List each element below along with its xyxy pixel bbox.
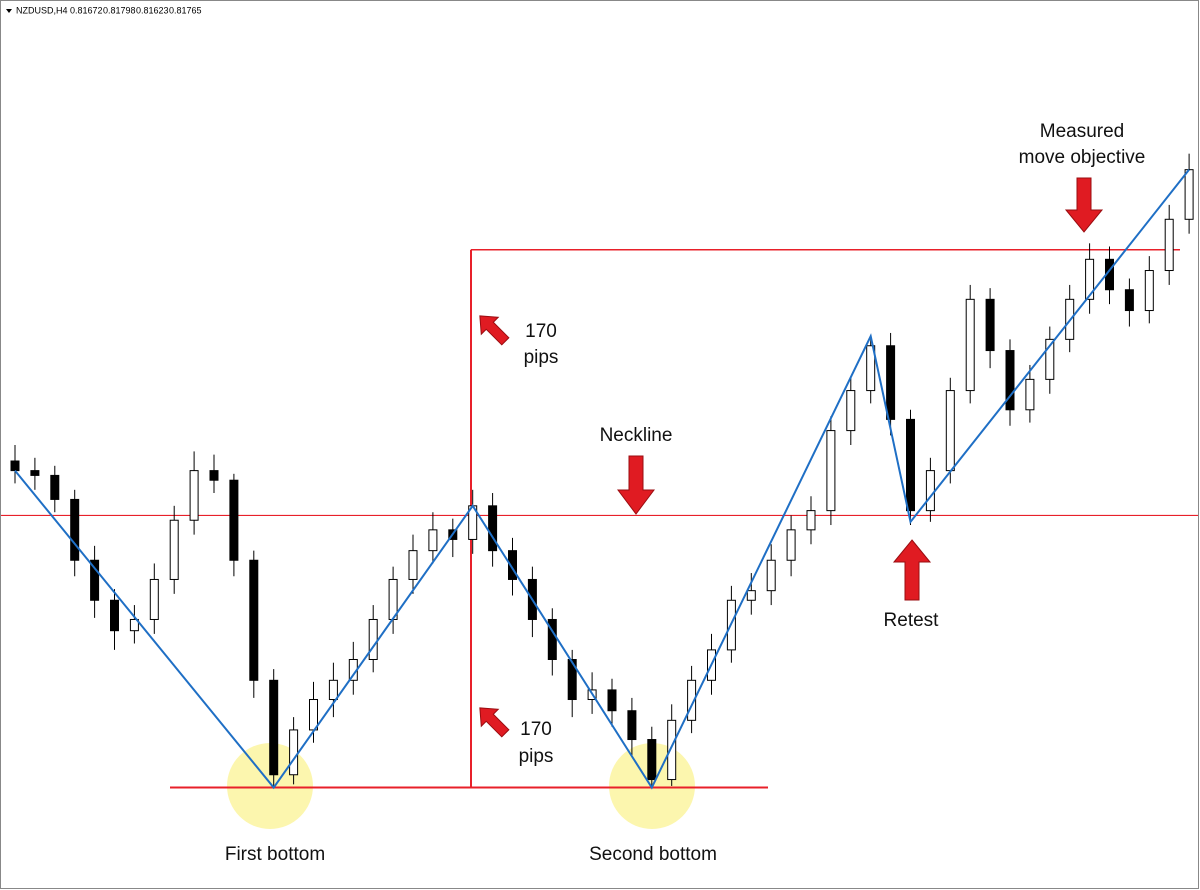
candle-body xyxy=(309,699,318,731)
candle-body xyxy=(488,505,498,552)
quote: 0.81672 xyxy=(70,5,103,15)
annotation: Neckline xyxy=(600,425,673,446)
candle-body xyxy=(965,298,975,392)
candle-body xyxy=(149,578,159,620)
candle-body xyxy=(806,510,816,531)
candle-body xyxy=(1085,258,1095,300)
annotation: move objective xyxy=(1019,147,1146,168)
candle-body xyxy=(428,529,438,552)
annotation: 170 xyxy=(525,321,557,342)
arrow xyxy=(892,539,932,601)
quote: 0.81623 xyxy=(136,5,169,15)
candle-body xyxy=(368,618,378,660)
candle-body xyxy=(866,345,876,392)
candle-body xyxy=(985,298,995,352)
candle-body xyxy=(826,430,836,512)
zigzag-line xyxy=(14,169,1190,790)
arrow xyxy=(479,315,510,346)
menu-triangle xyxy=(6,9,12,13)
candle-body xyxy=(766,559,776,592)
arrow xyxy=(1064,177,1104,233)
candle-body xyxy=(1164,218,1174,272)
candle-body xyxy=(846,390,856,432)
candle-body xyxy=(886,345,896,420)
candle-body xyxy=(129,618,139,632)
candle-body xyxy=(209,470,219,481)
candle-body xyxy=(1025,378,1035,411)
annotation: pips xyxy=(524,347,559,368)
candle-body xyxy=(110,599,119,632)
candle-body xyxy=(90,559,100,601)
candle-body xyxy=(269,679,279,776)
candle-body xyxy=(667,719,677,781)
candle-body xyxy=(1144,270,1154,312)
candle-body xyxy=(1045,338,1055,380)
quote: 0.81765 xyxy=(169,5,202,15)
annotation: Retest xyxy=(884,610,940,631)
candle-body xyxy=(925,470,935,512)
arrow xyxy=(617,455,655,515)
annotation: 170 xyxy=(520,719,552,740)
candle-body xyxy=(508,550,517,580)
candle-body xyxy=(1005,350,1015,411)
candle-body xyxy=(70,498,80,561)
quote: 0.81798 xyxy=(103,5,136,15)
zigzag xyxy=(14,169,1190,790)
candle-body xyxy=(786,529,796,561)
candle-body xyxy=(647,739,657,781)
candle-body xyxy=(169,519,179,580)
candle-body xyxy=(30,470,40,476)
candle-body xyxy=(289,729,299,776)
annotation: Measured xyxy=(1040,121,1125,142)
annotation: First bottom xyxy=(225,844,325,865)
symbol: NZDUSD,H4 xyxy=(16,5,68,15)
candle-body xyxy=(249,559,259,681)
arrows xyxy=(479,177,1104,738)
candle-body xyxy=(607,689,617,712)
candles xyxy=(10,153,1194,788)
candle-body xyxy=(189,470,199,521)
candle-body xyxy=(408,550,418,580)
candle-body xyxy=(1124,289,1134,312)
arrow xyxy=(479,707,510,738)
annotation: pips xyxy=(519,746,554,767)
candle-body xyxy=(10,460,20,472)
candle-body xyxy=(50,474,60,500)
candle-body xyxy=(627,710,637,741)
candle-body xyxy=(328,679,338,701)
candle-body xyxy=(547,618,557,660)
candle-body xyxy=(906,418,915,512)
candle-body xyxy=(945,390,955,472)
candle-body xyxy=(229,479,239,561)
candle-body xyxy=(567,658,577,701)
candle-body xyxy=(687,679,697,721)
candle-body xyxy=(1184,169,1194,220)
annotation: Second bottom xyxy=(589,844,717,865)
candle-body xyxy=(746,590,756,601)
